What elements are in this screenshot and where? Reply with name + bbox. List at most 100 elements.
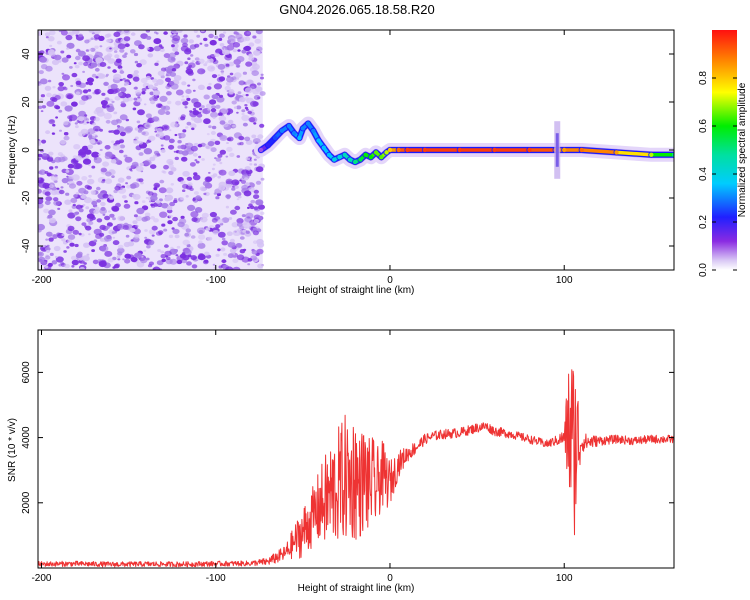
noise-blob bbox=[160, 67, 167, 72]
noise-blob bbox=[184, 232, 190, 237]
noise-blob bbox=[61, 177, 69, 184]
colorbar-tick-label: 0.2 bbox=[698, 215, 709, 229]
noise-blob bbox=[204, 251, 210, 256]
noise-blob bbox=[180, 197, 184, 201]
noise-blob bbox=[104, 235, 112, 242]
noise-blob bbox=[197, 68, 206, 75]
noise-blob bbox=[70, 197, 78, 203]
noise-blob bbox=[195, 195, 202, 200]
noise-blob bbox=[100, 201, 106, 207]
noise-blob bbox=[104, 145, 111, 150]
ridge-point bbox=[363, 152, 368, 157]
noise-blob bbox=[53, 245, 61, 252]
noise-blob bbox=[219, 33, 225, 38]
noise-blob bbox=[194, 43, 200, 48]
noise-blob bbox=[163, 164, 169, 170]
noise-blob bbox=[91, 151, 100, 158]
noise-blob bbox=[154, 130, 157, 133]
noise-blob bbox=[136, 120, 141, 124]
noise-blob bbox=[160, 105, 166, 110]
noise-blob bbox=[236, 254, 245, 261]
noise-blob bbox=[55, 256, 64, 263]
noise-blob bbox=[169, 258, 178, 265]
noise-blob bbox=[113, 189, 118, 194]
noise-blob bbox=[38, 202, 44, 209]
noise-blob bbox=[44, 32, 51, 37]
noise-blob bbox=[218, 94, 224, 98]
noise-blob bbox=[151, 225, 158, 231]
noise-blob bbox=[198, 240, 203, 244]
noise-blob bbox=[46, 100, 55, 107]
noise-blob bbox=[122, 77, 126, 81]
noise-blob bbox=[140, 257, 148, 264]
noise-blob bbox=[76, 180, 83, 186]
noise-blob bbox=[124, 30, 130, 34]
noise-blob bbox=[247, 263, 251, 266]
noise-blob bbox=[78, 208, 84, 213]
noise-blob bbox=[75, 55, 81, 61]
noise-blob bbox=[236, 222, 243, 227]
noise-blob bbox=[242, 71, 247, 75]
noise-blob bbox=[111, 231, 116, 234]
noise-blob bbox=[209, 99, 217, 105]
colorbar-tick-label: 0.4 bbox=[698, 167, 709, 181]
noise-blob bbox=[39, 56, 47, 63]
noise-blob bbox=[134, 90, 142, 95]
noise-blob bbox=[231, 222, 239, 228]
noise-blob bbox=[100, 245, 109, 252]
noise-blob bbox=[229, 238, 235, 243]
noise-blob bbox=[91, 73, 97, 78]
noise-blob bbox=[146, 124, 150, 127]
noise-blob bbox=[94, 117, 100, 122]
noise-blob bbox=[87, 128, 96, 135]
noise-blob bbox=[124, 156, 133, 163]
noise-blob bbox=[184, 249, 192, 256]
noise-blob bbox=[225, 155, 229, 158]
noise-blob bbox=[49, 44, 53, 48]
noise-blob bbox=[154, 82, 159, 87]
noise-blob bbox=[48, 237, 54, 242]
noise-blob bbox=[85, 81, 90, 85]
noise-blob bbox=[241, 169, 250, 176]
noise-blob bbox=[139, 59, 147, 66]
noise-blob bbox=[228, 119, 234, 124]
noise-blob bbox=[236, 105, 242, 110]
noise-blob bbox=[215, 157, 222, 162]
noise-blob bbox=[241, 112, 245, 116]
noise-blob bbox=[124, 52, 128, 55]
noise-blob bbox=[158, 232, 163, 236]
noise-blob bbox=[217, 248, 221, 252]
ridge-point bbox=[321, 145, 326, 150]
noise-blob bbox=[236, 198, 240, 201]
noise-blob bbox=[180, 144, 187, 150]
noise-blob bbox=[78, 232, 82, 236]
ridge-point bbox=[311, 128, 316, 133]
noise-blob bbox=[124, 43, 130, 48]
noise-blob bbox=[245, 61, 253, 67]
noise-blob bbox=[69, 66, 73, 69]
noise-blob bbox=[246, 157, 251, 161]
noise-blob bbox=[61, 238, 66, 242]
noise-blob bbox=[71, 174, 80, 181]
ridge-point bbox=[387, 147, 393, 153]
noise-blob bbox=[99, 45, 103, 48]
noise-blob bbox=[211, 125, 217, 130]
noise-blob bbox=[198, 234, 206, 240]
noise-blob bbox=[190, 235, 196, 239]
noise-blob bbox=[210, 147, 217, 153]
noise-blob bbox=[205, 61, 209, 64]
noise-blob bbox=[48, 209, 56, 216]
noise-blob bbox=[253, 122, 257, 125]
noise-blob bbox=[67, 234, 76, 240]
noise-blob bbox=[151, 204, 156, 208]
noise-blob bbox=[181, 98, 186, 102]
noise-blob bbox=[113, 111, 118, 115]
noise-blob bbox=[242, 94, 245, 97]
noise-blob bbox=[117, 177, 125, 183]
noise-blob bbox=[227, 40, 231, 43]
noise-blob bbox=[133, 97, 138, 101]
noise-blob bbox=[182, 183, 189, 189]
noise-blob bbox=[252, 35, 257, 39]
noise-blob bbox=[117, 251, 123, 256]
